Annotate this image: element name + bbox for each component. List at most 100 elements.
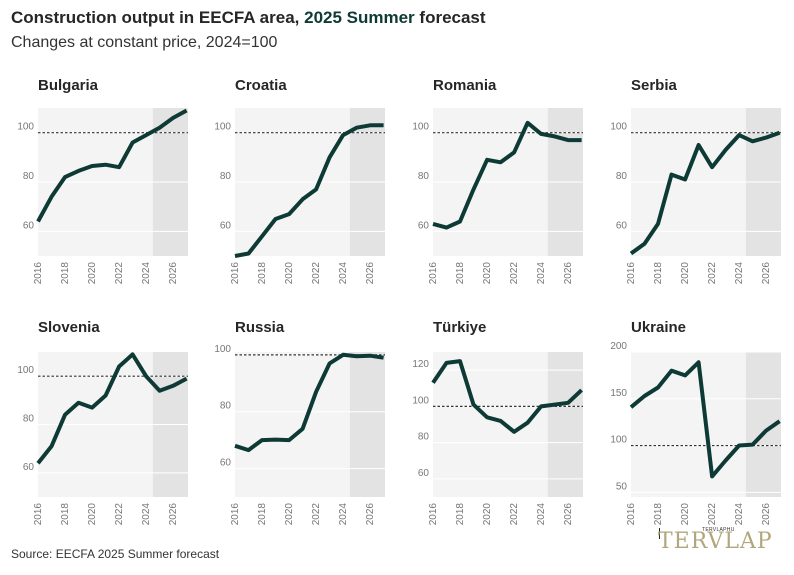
- y-tick-label: 60: [418, 220, 430, 231]
- chart-title-main: Construction output in EECFA area,: [11, 8, 305, 27]
- panel-title: Russia: [235, 319, 285, 336]
- x-tick-label: 2018: [257, 262, 268, 285]
- chart-title: Construction output in EECFA area, 2025 …: [11, 8, 486, 28]
- y-tick-label: 100: [412, 122, 429, 133]
- x-tick-label: 2020: [680, 503, 691, 526]
- x-tick-label: 2016: [230, 503, 241, 526]
- x-tick-label: 2016: [626, 262, 637, 285]
- tervlap-logo: TERVLAPHU TERVLAP: [658, 525, 780, 559]
- y-tick-label: 100: [17, 365, 34, 376]
- x-tick-label: 2018: [257, 503, 268, 526]
- series-line: [234, 352, 384, 453]
- y-tick-label: 100: [412, 395, 429, 406]
- x-tick-label: 2016: [33, 503, 44, 526]
- x-tick-label: 2024: [734, 503, 745, 526]
- y-tick-label: 80: [418, 432, 430, 443]
- y-tick-label: 80: [23, 171, 35, 182]
- x-tick-label: 2026: [761, 503, 772, 526]
- y-tick-label: 60: [418, 468, 430, 479]
- x-tick-label: 2024: [536, 262, 547, 285]
- x-tick-label: 2022: [311, 503, 322, 526]
- x-tick-label: 2018: [455, 503, 466, 526]
- x-tick-label: 2024: [338, 262, 349, 285]
- x-tick-label: 2016: [428, 262, 439, 285]
- x-tick-label: 2024: [734, 262, 745, 285]
- x-tick-label: 2022: [311, 262, 322, 285]
- y-tick-label: 60: [23, 220, 35, 231]
- chart-title-accent: 2025 Summer: [304, 8, 415, 27]
- y-tick-label: 80: [220, 171, 232, 182]
- y-tick-label: 100: [214, 344, 231, 355]
- y-tick-label: 80: [418, 171, 430, 182]
- x-tick-label: 2026: [168, 262, 179, 285]
- x-tick-label: 2026: [761, 262, 772, 285]
- chart-title-tail: forecast: [414, 8, 486, 27]
- series-line: [629, 360, 781, 479]
- series-line: [36, 108, 188, 223]
- x-tick-label: 2022: [707, 262, 718, 285]
- x-tick-label: 2026: [168, 503, 179, 526]
- series-line: [234, 123, 384, 258]
- x-tick-label: 2018: [60, 503, 71, 526]
- x-tick-label: 2024: [141, 503, 152, 526]
- x-tick-label: 2016: [230, 262, 241, 285]
- y-tick-label: 200: [610, 341, 627, 352]
- y-tick-label: 60: [23, 462, 35, 473]
- y-tick-label: 60: [220, 220, 232, 231]
- x-tick-label: 2016: [428, 503, 439, 526]
- y-tick-label: 100: [610, 122, 627, 133]
- x-tick-label: 2026: [365, 262, 376, 285]
- x-tick-label: 2024: [141, 262, 152, 285]
- y-tick-label: 80: [616, 171, 628, 182]
- x-tick-label: 2024: [536, 503, 547, 526]
- x-tick-label: 2022: [509, 262, 520, 285]
- series-line: [432, 120, 582, 230]
- series-line: [431, 359, 583, 434]
- x-tick-label: 2016: [626, 503, 637, 526]
- x-tick-label: 2026: [563, 262, 574, 285]
- x-tick-label: 2022: [114, 262, 125, 285]
- x-tick-label: 2018: [455, 262, 466, 285]
- x-tick-label: 2016: [33, 262, 44, 285]
- panel-title: Türkiye: [433, 319, 486, 336]
- panel-title: Bulgaria: [38, 77, 99, 94]
- y-tick-label: 120: [412, 359, 429, 370]
- x-tick-label: 2020: [284, 262, 295, 285]
- x-tick-label: 2020: [87, 262, 98, 285]
- x-tick-label: 2026: [365, 503, 376, 526]
- logo-small-text: TERVLAPHU: [702, 527, 735, 533]
- x-tick-label: 2026: [563, 503, 574, 526]
- y-tick-label: 60: [616, 220, 628, 231]
- y-tick-label: 150: [610, 388, 627, 399]
- series-line: [629, 130, 781, 256]
- y-tick-label: 100: [17, 122, 34, 133]
- y-tick-label: 50: [616, 481, 628, 492]
- x-tick-label: 2018: [653, 262, 664, 285]
- x-tick-label: 2020: [482, 262, 493, 285]
- x-tick-label: 2022: [707, 503, 718, 526]
- forecast-shading: [349, 352, 385, 497]
- logo-text: TERVLAP: [658, 529, 773, 554]
- y-tick-label: 100: [214, 122, 231, 133]
- x-tick-label: 2018: [653, 503, 664, 526]
- x-tick-label: 2020: [284, 503, 295, 526]
- source-note: Source: EECFA 2025 Summer forecast: [11, 547, 220, 561]
- panel-title: Croatia: [235, 77, 287, 94]
- chart-subtitle: Changes at constant price, 2024=100: [11, 34, 278, 51]
- x-tick-label: 2018: [60, 262, 71, 285]
- forecast-shading: [547, 352, 583, 497]
- x-tick-label: 2022: [114, 503, 125, 526]
- panel-title: Romania: [433, 77, 497, 94]
- panel-title: Ukraine: [631, 319, 686, 336]
- x-tick-label: 2020: [680, 262, 691, 285]
- x-tick-label: 2024: [338, 503, 349, 526]
- x-tick-label: 2020: [87, 503, 98, 526]
- y-tick-label: 80: [23, 414, 35, 425]
- y-tick-label: 80: [220, 401, 232, 412]
- x-tick-label: 2020: [482, 503, 493, 526]
- panel-title: Serbia: [631, 77, 678, 94]
- logo-bar: [659, 528, 660, 539]
- series-line: [36, 352, 188, 465]
- x-tick-label: 2022: [509, 503, 520, 526]
